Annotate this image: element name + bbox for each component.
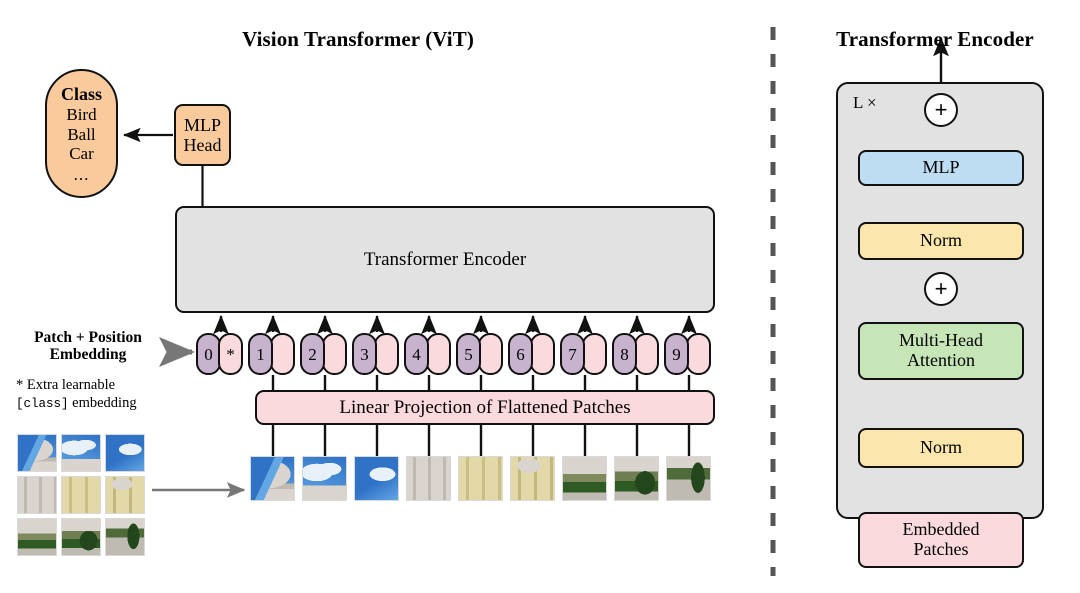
source-patch-r3-c3 [105, 518, 145, 556]
token-index-4: 4 [404, 333, 429, 375]
mlp-head-line1: MLP [183, 114, 221, 135]
class-output-box: Class Bird Ball Car ... [45, 69, 118, 198]
linear-projection-box: Linear Projection of Flattened Patches [255, 390, 715, 425]
token-index-8: 8 [612, 333, 637, 375]
residual-add-top: + [924, 93, 958, 127]
class-item-bird: Bird [66, 105, 97, 125]
flattened-patch-3 [354, 456, 399, 501]
linear-projection-label: Linear Projection of Flattened Patches [339, 396, 631, 418]
extra-learnable-note: * Extra learnable [class] embedding [16, 376, 176, 413]
source-patch-r1-c1 [17, 434, 57, 472]
source-patch-r3-c2 [61, 518, 101, 556]
token-position-1 [270, 333, 295, 375]
token-index-5: 5 [456, 333, 481, 375]
source-patch-r2-c3 [105, 476, 145, 514]
flattened-patch-8 [614, 456, 659, 501]
flattened-patch-4 [406, 456, 451, 501]
flattened-patch-5 [458, 456, 503, 501]
token-position-3 [374, 333, 399, 375]
class-token-literal: [class] [16, 397, 69, 412]
source-patch-r1-c2 [61, 434, 101, 472]
class-heading: Class [60, 83, 102, 104]
flattened-patch-1 [250, 456, 295, 501]
extra-note-line2-tail: embedding [68, 395, 137, 412]
encoder-norm-top-box: Norm [858, 222, 1024, 260]
token-index-3: 3 [352, 333, 377, 375]
class-ellipsis: ... [73, 165, 90, 185]
source-patch-r3-c1 [17, 518, 57, 556]
right-panel-title: Transformer Encoder [836, 27, 1034, 51]
encoder-multihead-attention-box: Multi-Head Attention [858, 322, 1024, 380]
encoder-mlp-label: MLP [922, 157, 960, 178]
mha-line1: Multi-Head [899, 330, 983, 351]
token-to-encoder-arrows [213, 315, 697, 335]
transformer-encoder-label: Transformer Encoder [363, 248, 527, 270]
flattened-patch-2 [302, 456, 347, 501]
encoder-norm-bottom-label: Norm [920, 437, 962, 458]
source-image-grid [17, 434, 145, 556]
class-token-star: * [218, 333, 243, 375]
extra-note-line1: * Extra learnable [16, 377, 116, 393]
embedded-line2: Patches [913, 539, 969, 559]
flattened-patch-6 [510, 456, 555, 501]
source-patch-r2-c2 [61, 476, 101, 514]
encoder-mlp-box: MLP [858, 150, 1024, 186]
patch-position-embedding-label: Patch + Position Embedding [34, 329, 142, 364]
flattened-patch-7 [562, 456, 607, 501]
encoder-norm-bottom-box: Norm [858, 428, 1024, 468]
token-position-4 [426, 333, 451, 375]
flattened-patch-9 [666, 456, 711, 501]
left-panel-title: Vision Transformer (ViT) [242, 27, 474, 51]
token-index-1: 1 [248, 333, 273, 375]
source-patch-r1-c3 [105, 434, 145, 472]
class-item-car: Car [69, 144, 94, 164]
residual-add-mid: + [924, 272, 958, 306]
mha-line2: Attention [907, 350, 975, 370]
token-position-7 [582, 333, 607, 375]
mlp-head-box: MLP Head [174, 104, 231, 166]
mlp-head-line2: Head [183, 135, 222, 155]
token-index-6: 6 [508, 333, 533, 375]
token-index-2: 2 [300, 333, 325, 375]
source-patch-r2-c1 [17, 476, 57, 514]
token-position-8 [634, 333, 659, 375]
repeat-count-label: L × [853, 93, 877, 112]
token-position-6 [530, 333, 555, 375]
token-position-5 [478, 333, 503, 375]
token-index-7: 7 [560, 333, 585, 375]
encoder-norm-top-label: Norm [920, 230, 962, 251]
embedded-line1: Embedded [902, 519, 980, 540]
token-index-9: 9 [664, 333, 689, 375]
token-position-2 [322, 333, 347, 375]
token-position-9 [686, 333, 711, 375]
transformer-encoder-box: Transformer Encoder [175, 206, 715, 313]
linproj-to-token-stems [271, 375, 691, 390]
patch-to-linproj-stems [271, 425, 691, 456]
class-item-ball: Ball [67, 124, 96, 144]
embedded-patches-box: Embedded Patches [858, 512, 1024, 568]
